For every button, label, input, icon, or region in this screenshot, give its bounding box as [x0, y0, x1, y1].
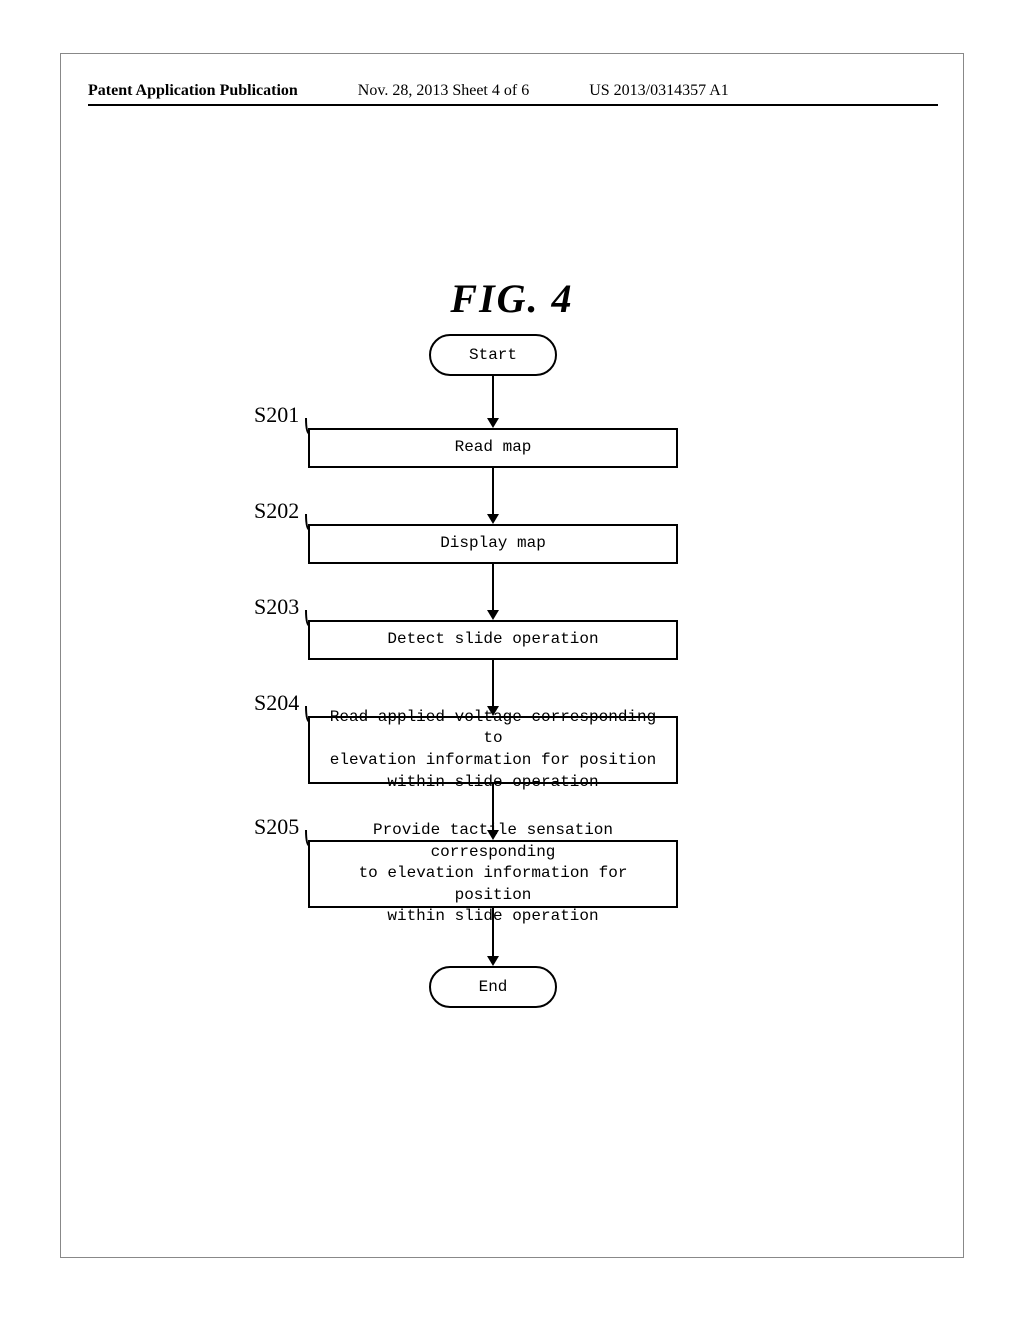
- flow-arrow: [0, 0, 1024, 1320]
